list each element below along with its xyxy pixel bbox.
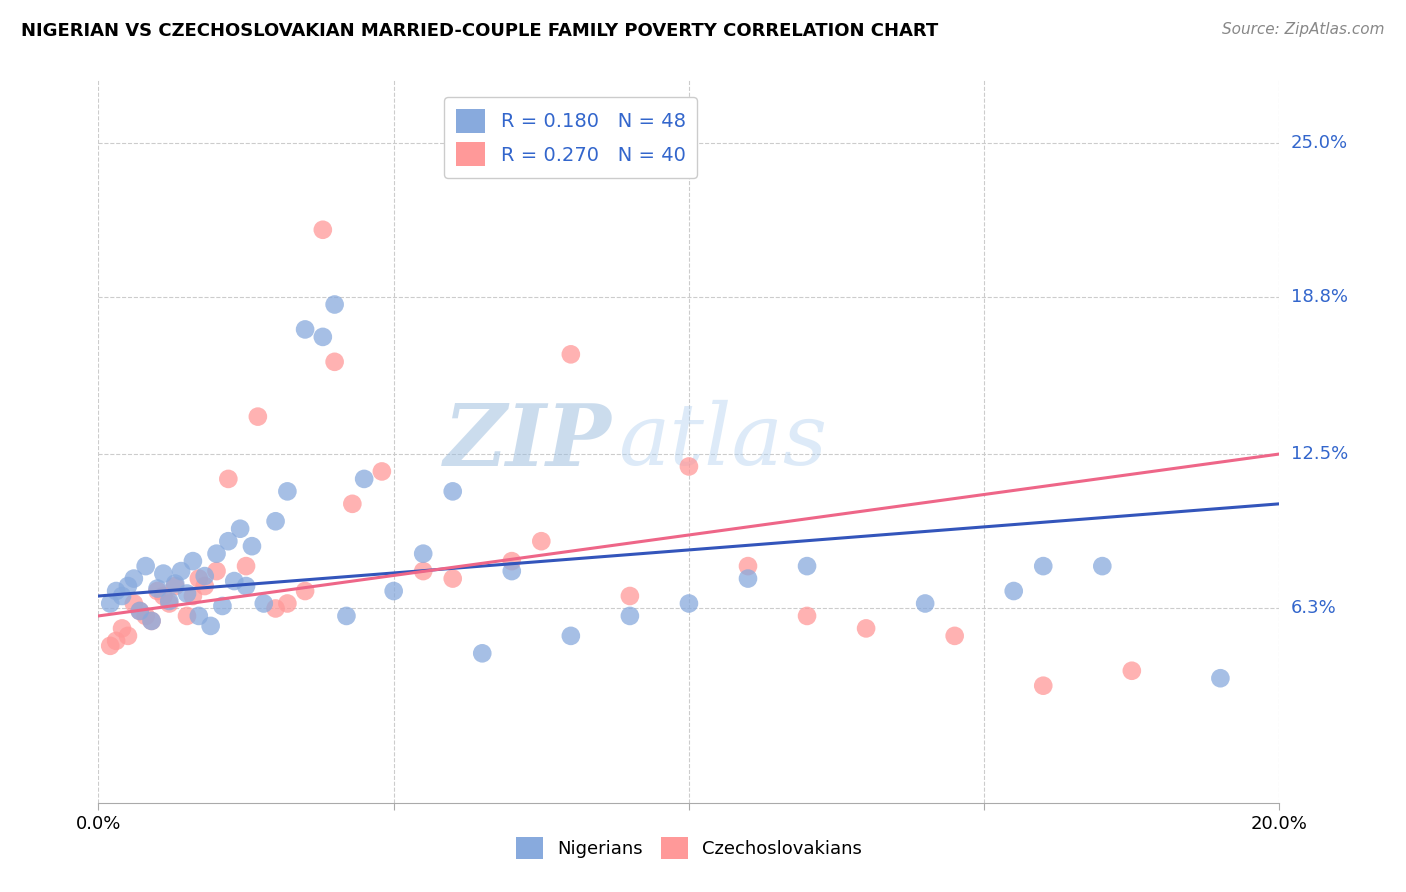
Point xyxy=(146,582,169,596)
Point xyxy=(176,609,198,624)
Point xyxy=(342,497,364,511)
Point xyxy=(796,609,818,624)
Point xyxy=(128,604,150,618)
Point xyxy=(323,355,346,369)
Point xyxy=(312,330,335,344)
Point xyxy=(141,614,163,628)
Point xyxy=(1209,671,1232,685)
Point xyxy=(181,589,204,603)
Point xyxy=(135,559,157,574)
Point xyxy=(501,564,523,578)
Point xyxy=(157,597,180,611)
Point xyxy=(1091,559,1114,574)
Point xyxy=(276,597,298,611)
Point xyxy=(353,472,375,486)
Point xyxy=(152,566,174,581)
Point xyxy=(111,621,134,635)
Text: atlas: atlas xyxy=(619,401,827,483)
Point xyxy=(678,459,700,474)
Point xyxy=(737,559,759,574)
Point xyxy=(1032,679,1054,693)
Point xyxy=(200,619,222,633)
Point xyxy=(187,572,209,586)
Point xyxy=(855,621,877,635)
Point xyxy=(235,579,257,593)
Point xyxy=(105,633,128,648)
Point xyxy=(181,554,204,568)
Point xyxy=(914,597,936,611)
Point xyxy=(335,609,357,624)
Point xyxy=(117,579,139,593)
Point xyxy=(1002,584,1025,599)
Point xyxy=(105,584,128,599)
Point xyxy=(235,559,257,574)
Point xyxy=(240,539,263,553)
Point xyxy=(294,322,316,336)
Point xyxy=(1032,559,1054,574)
Point xyxy=(412,564,434,578)
Point xyxy=(135,609,157,624)
Point xyxy=(205,564,228,578)
Point xyxy=(152,589,174,603)
Point xyxy=(560,347,582,361)
Point xyxy=(264,601,287,615)
Point xyxy=(170,564,193,578)
Point xyxy=(1121,664,1143,678)
Point xyxy=(276,484,298,499)
Point xyxy=(117,629,139,643)
Legend: Nigerians, Czechoslovakians: Nigerians, Czechoslovakians xyxy=(509,830,869,866)
Point xyxy=(217,534,239,549)
Point xyxy=(796,559,818,574)
Point xyxy=(111,589,134,603)
Point xyxy=(737,572,759,586)
Point xyxy=(264,514,287,528)
Point xyxy=(471,646,494,660)
Point xyxy=(194,579,217,593)
Point xyxy=(165,576,187,591)
Point xyxy=(412,547,434,561)
Point xyxy=(146,584,169,599)
Point xyxy=(165,579,187,593)
Point xyxy=(122,572,145,586)
Text: 25.0%: 25.0% xyxy=(1291,134,1348,152)
Point xyxy=(98,597,121,611)
Point xyxy=(205,547,228,561)
Point xyxy=(253,597,276,611)
Point xyxy=(678,597,700,611)
Point xyxy=(128,604,150,618)
Text: ZIP: ZIP xyxy=(444,400,612,483)
Point xyxy=(294,584,316,599)
Point xyxy=(157,594,180,608)
Text: NIGERIAN VS CZECHOSLOVAKIAN MARRIED-COUPLE FAMILY POVERTY CORRELATION CHART: NIGERIAN VS CZECHOSLOVAKIAN MARRIED-COUP… xyxy=(21,22,938,40)
Point xyxy=(323,297,346,311)
Point xyxy=(619,589,641,603)
Point xyxy=(501,554,523,568)
Point xyxy=(217,472,239,486)
Point xyxy=(560,629,582,643)
Text: 18.8%: 18.8% xyxy=(1291,288,1347,306)
Text: Source: ZipAtlas.com: Source: ZipAtlas.com xyxy=(1222,22,1385,37)
Point xyxy=(98,639,121,653)
Point xyxy=(943,629,966,643)
Point xyxy=(441,484,464,499)
Point xyxy=(382,584,405,599)
Point xyxy=(211,599,233,613)
Point xyxy=(619,609,641,624)
Text: 12.5%: 12.5% xyxy=(1291,445,1348,463)
Point xyxy=(441,572,464,586)
Point xyxy=(194,569,217,583)
Point xyxy=(176,586,198,600)
Point xyxy=(246,409,269,424)
Point xyxy=(371,465,394,479)
Point xyxy=(224,574,246,588)
Point xyxy=(312,223,335,237)
Point xyxy=(187,609,209,624)
Text: 6.3%: 6.3% xyxy=(1291,599,1336,617)
Point xyxy=(530,534,553,549)
Point xyxy=(122,597,145,611)
Point xyxy=(229,522,252,536)
Point xyxy=(141,614,163,628)
